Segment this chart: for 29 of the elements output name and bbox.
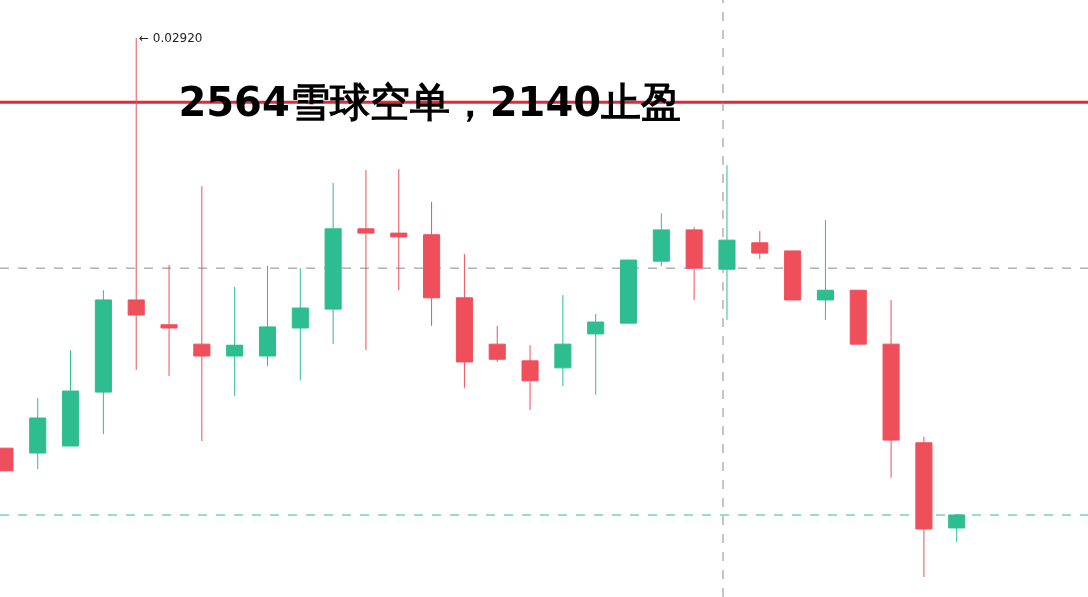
candlestick [423, 201, 441, 327]
candlestick [455, 253, 473, 389]
candlestick [324, 182, 342, 345]
candlestick [554, 294, 572, 387]
candlestick [849, 289, 867, 345]
candlestick [816, 219, 834, 321]
candlestick [652, 212, 670, 267]
candlestick [357, 169, 375, 351]
candlestick [94, 289, 112, 435]
candlestick [751, 230, 769, 260]
candlestick [160, 264, 178, 377]
candlestick [784, 250, 802, 301]
candlestick [488, 325, 506, 363]
candlestick [291, 267, 309, 381]
candlestick [915, 436, 933, 578]
candlestick [882, 299, 900, 479]
candlestick [948, 513, 966, 543]
annotation: ← 0.02920 [139, 31, 203, 45]
candlestick [258, 265, 277, 367]
candlestick [521, 344, 539, 411]
candlestick [685, 226, 703, 301]
candlestick [193, 185, 211, 442]
candlestick [62, 349, 80, 447]
candlestick [587, 313, 605, 396]
candlestick [226, 286, 244, 397]
candlestick [390, 168, 408, 291]
candlestick [619, 259, 638, 324]
candlestick [29, 397, 47, 470]
candlestick [718, 164, 736, 321]
